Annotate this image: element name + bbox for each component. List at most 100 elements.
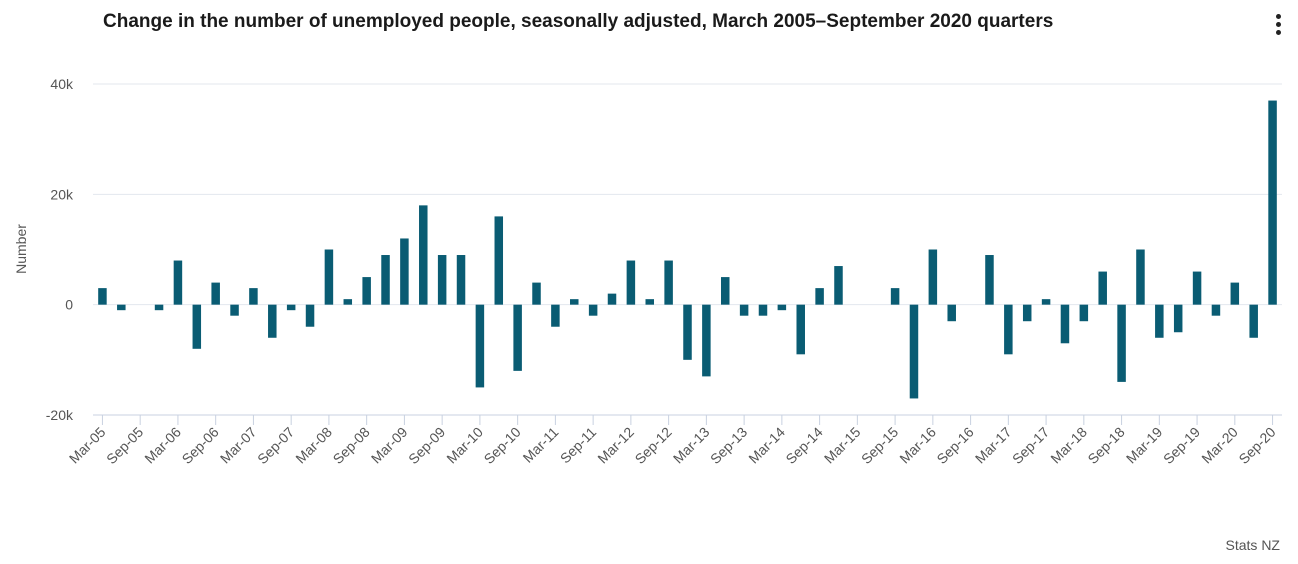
x-tick-label: Mar-10	[443, 424, 486, 467]
x-tick-label: Mar-16	[896, 424, 939, 467]
x-tick-label: Mar-18	[1047, 424, 1090, 467]
x-tick-label: Mar-06	[141, 424, 184, 467]
x-tick-label: Sep-11	[557, 424, 600, 467]
bar[interactable]: Mar-08: 10000	[324, 249, 334, 305]
x-tick-label: Mar-15	[821, 424, 864, 467]
bar[interactable]: Mar-06: 8000	[173, 260, 183, 305]
bar[interactable]: Sep-07: -1000	[286, 304, 296, 311]
bar[interactable]: Dec-07: -4000	[305, 304, 315, 327]
bar[interactable]: Sep-12: 8000	[664, 260, 673, 305]
bar[interactable]: Jun-17: -3000	[1022, 304, 1032, 322]
bar[interactable]: Mar-10: -15000	[475, 304, 485, 388]
bar[interactable]: Dec-06: -2000	[230, 304, 239, 316]
chart-title: Change in the number of unemployed peopl…	[103, 11, 1054, 32]
bar[interactable]: Sep-09: 9000	[437, 255, 447, 305]
x-tick-label: Sep-19	[1160, 424, 1203, 467]
x-tick-label: Mar-14	[745, 424, 788, 467]
bar[interactable]: Dec-12: -10000	[683, 304, 692, 360]
bar[interactable]: Sep-15: 3000	[890, 288, 900, 305]
bar[interactable]: Jun-06: -8000	[192, 304, 202, 349]
bar[interactable]: Jun-19: -5000	[1173, 304, 1183, 333]
bar[interactable]: Dec-17: -7000	[1060, 304, 1070, 344]
x-tick-label: Sep-09	[405, 424, 448, 467]
bar[interactable]: Mar-12: 8000	[626, 260, 636, 305]
y-axis-title: Number	[13, 224, 29, 274]
bar[interactable]: Jun-08: 1000	[343, 299, 353, 305]
bar[interactable]: Sep-11: -2000	[588, 304, 598, 316]
bar[interactable]: Mar-09: 12000	[400, 238, 409, 305]
x-tick-label: Sep-13	[707, 424, 750, 467]
bar[interactable]: Dec-08: 9000	[381, 255, 390, 305]
bar[interactable]: Dec-19: -2000	[1211, 304, 1221, 316]
x-tick-label: Sep-20	[1235, 424, 1278, 467]
bar[interactable]: Jun-20: -6000	[1249, 304, 1258, 338]
x-tick-label: Mar-19	[1123, 424, 1166, 467]
bar[interactable]: Jun-05: -1000	[117, 304, 126, 311]
y-tick-label: 20k	[50, 186, 74, 202]
x-tick-label: Sep-16	[933, 424, 976, 467]
gridlines	[93, 83, 1282, 416]
bar[interactable]: Dec-09: 9000	[456, 255, 466, 305]
bar-series: Mar-05: 3000Jun-05: -1000Sep-05: 0Dec-05…	[98, 100, 1277, 399]
bar[interactable]: Sep-18: -14000	[1117, 304, 1126, 382]
x-tick-label: Mar-12	[594, 424, 637, 467]
bar[interactable]: Jun-11: 1000	[570, 299, 579, 305]
y-tick-label: 0	[65, 297, 73, 313]
y-axis: 40k 20k 0 -20k	[46, 76, 74, 423]
bar[interactable]: Jun-12: 1000	[645, 299, 655, 305]
bar[interactable]: Mar-05: 3000	[98, 288, 107, 305]
y-tick-label: -20k	[46, 407, 74, 423]
bar[interactable]: Sep-13: -2000	[739, 304, 749, 316]
x-tick-label: Mar-20	[1198, 424, 1241, 467]
bar[interactable]: Jun-09: 18000	[419, 205, 428, 305]
bar[interactable]: Jun-10: 16000	[494, 216, 504, 305]
bar[interactable]: Jun-18: 6000	[1098, 271, 1107, 305]
bar[interactable]: Mar-16: 10000	[928, 249, 938, 305]
bar[interactable]: Sep-19: 6000	[1192, 271, 1202, 305]
credit-text[interactable]: Stats NZ	[1225, 537, 1280, 553]
bar[interactable]: Sep-17: 1000	[1041, 299, 1051, 305]
x-tick-label: Sep-12	[632, 424, 675, 467]
bar[interactable]: Mar-13: -13000	[702, 304, 711, 377]
bar[interactable]: Dec-13: -2000	[758, 304, 768, 316]
bar[interactable]: Jun-13: 5000	[720, 277, 730, 305]
bar[interactable]: Mar-18: -3000	[1079, 304, 1089, 322]
bar[interactable]: Dec-10: 4000	[532, 282, 541, 305]
x-tick-label: Sep-06	[179, 424, 222, 467]
x-tick-label: Mar-13	[670, 424, 713, 467]
x-tick-label: Sep-07	[254, 424, 297, 467]
chart-menu-icon[interactable]	[1268, 14, 1288, 40]
bar[interactable]: Dec-14: 7000	[834, 266, 843, 305]
bar[interactable]: Jun-14: -9000	[796, 304, 805, 355]
x-tick-label: Sep-14	[782, 424, 825, 467]
bar[interactable]: Mar-20: 4000	[1230, 282, 1240, 305]
bar[interactable]: Jun-16: -3000	[947, 304, 956, 322]
bar[interactable]: Mar-14: -1000	[777, 304, 787, 311]
x-tick-label: Sep-15	[858, 424, 901, 467]
bar[interactable]: Sep-14: 3000	[815, 288, 824, 305]
bar[interactable]: Sep-08: 5000	[362, 277, 371, 305]
x-tick-label: Sep-18	[1084, 424, 1127, 467]
bar[interactable]: Sep-10: -12000	[513, 304, 522, 371]
bar[interactable]: Sep-20: 37000	[1268, 100, 1277, 305]
x-tick-label: Mar-05	[66, 424, 109, 467]
x-tick-label: Sep-17	[1009, 424, 1052, 467]
bar[interactable]: Mar-19: -6000	[1155, 304, 1164, 338]
bar[interactable]: Mar-11: -4000	[551, 304, 560, 327]
x-tick-label: Mar-09	[368, 424, 411, 467]
bar[interactable]: Dec-15: -17000	[909, 304, 919, 399]
x-tick-label: Sep-08	[330, 424, 373, 467]
bar[interactable]: Dec-05: -1000	[154, 304, 164, 311]
x-tick-label: Sep-05	[103, 424, 146, 467]
x-axis: Mar-05Sep-05Mar-06Sep-06Mar-07Sep-07Mar-…	[66, 415, 1279, 467]
bar[interactable]: Mar-17: -9000	[1004, 304, 1013, 355]
bar[interactable]: Sep-06: 4000	[211, 282, 220, 305]
bar[interactable]: Jun-07: -6000	[268, 304, 277, 338]
y-tick-label: 40k	[50, 76, 74, 92]
bar[interactable]: Dec-18: 10000	[1136, 249, 1145, 305]
bar[interactable]: Dec-11: 2000	[607, 293, 617, 305]
bar[interactable]: Mar-07: 3000	[249, 288, 258, 305]
x-tick-label: Mar-08	[292, 424, 335, 467]
bar[interactable]: Dec-16: 9000	[985, 255, 994, 305]
